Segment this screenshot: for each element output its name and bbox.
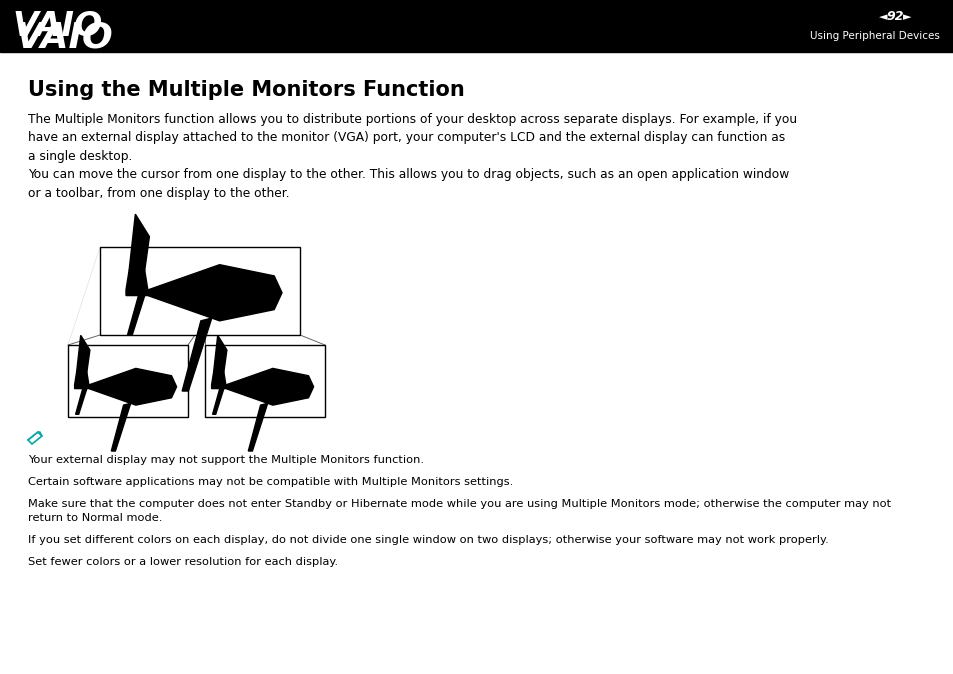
Bar xyxy=(100,247,299,335)
Bar xyxy=(68,345,188,417)
Polygon shape xyxy=(128,296,145,335)
Text: Using the Multiple Monitors Function: Using the Multiple Monitors Function xyxy=(28,80,464,100)
Polygon shape xyxy=(38,432,42,436)
Polygon shape xyxy=(76,336,90,372)
Polygon shape xyxy=(248,403,268,451)
Text: Make sure that the computer does not enter Standby or Hibernate mode while you a: Make sure that the computer does not ent… xyxy=(28,499,890,524)
Polygon shape xyxy=(129,214,150,270)
Polygon shape xyxy=(182,318,212,391)
Text: The Multiple Monitors function allows you to distribute portions of your desktop: The Multiple Monitors function allows yo… xyxy=(28,113,797,163)
Text: You can move the cursor from one display to the other. This allows you to drag o: You can move the cursor from one display… xyxy=(28,168,788,200)
Text: VAIO: VAIO xyxy=(15,21,112,55)
Text: 92: 92 xyxy=(885,11,902,24)
Text: Set fewer colors or a lower resolution for each display.: Set fewer colors or a lower resolution f… xyxy=(28,557,337,567)
Text: Using Peripheral Devices: Using Peripheral Devices xyxy=(809,31,939,41)
Text: Your external display may not support the Multiple Monitors function.: Your external display may not support th… xyxy=(28,455,423,465)
Polygon shape xyxy=(74,369,176,405)
Polygon shape xyxy=(213,389,224,415)
Polygon shape xyxy=(126,265,282,321)
Polygon shape xyxy=(112,403,131,451)
Polygon shape xyxy=(212,369,314,405)
Text: If you set different colors on each display, do not divide one single window on : If you set different colors on each disp… xyxy=(28,535,828,545)
Bar xyxy=(205,345,325,417)
Text: VAIO: VAIO xyxy=(12,9,102,42)
Polygon shape xyxy=(213,336,227,372)
Polygon shape xyxy=(75,389,87,415)
Text: Certain software applications may not be compatible with Multiple Monitors setti: Certain software applications may not be… xyxy=(28,477,513,487)
Text: ►: ► xyxy=(902,12,910,22)
Bar xyxy=(0,0,953,52)
Text: ◄: ◄ xyxy=(878,12,886,22)
